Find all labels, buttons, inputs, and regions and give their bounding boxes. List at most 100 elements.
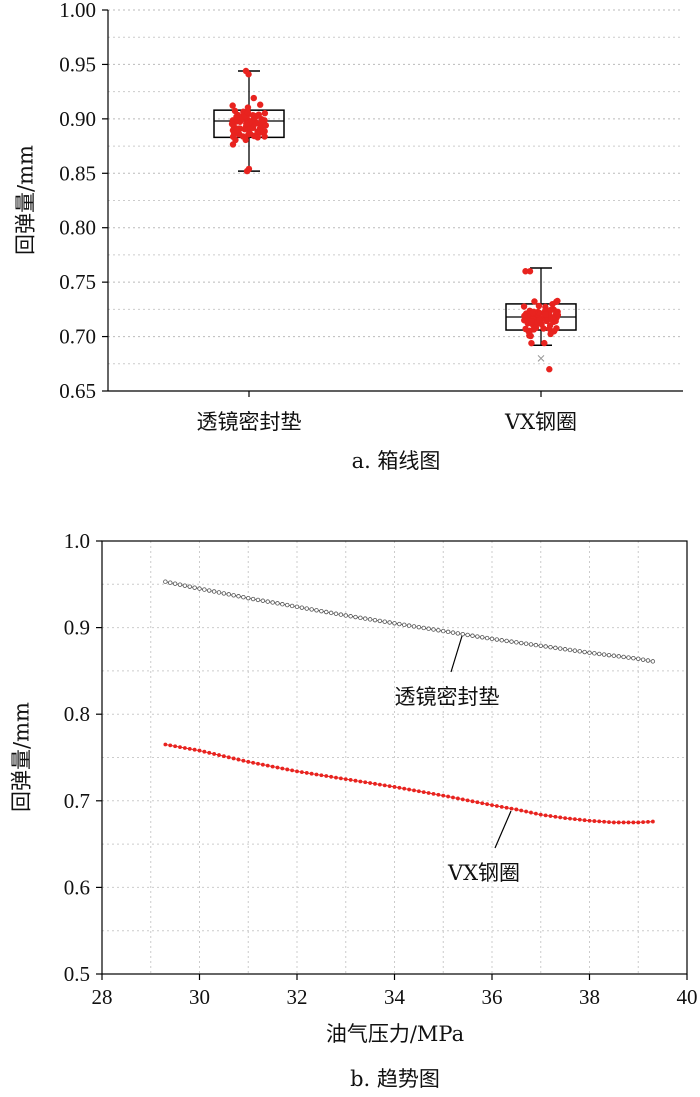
a-boxes [213, 67, 577, 373]
series-marker [217, 753, 221, 757]
series-marker [553, 814, 558, 819]
series-marker [207, 750, 212, 755]
series-marker [397, 621, 402, 627]
series-marker [285, 767, 290, 772]
series-marker [280, 602, 285, 607]
series-marker [431, 627, 436, 632]
series-marker [533, 811, 538, 816]
series-marker [241, 758, 246, 763]
a-y-tick-label: 0.75 [59, 270, 96, 294]
series-marker [451, 795, 455, 800]
series-marker [450, 630, 456, 635]
series-marker [543, 644, 548, 649]
series-marker [289, 603, 295, 609]
b-y-tick-label: 1.0 [64, 529, 90, 553]
a-y-tick-label: 0.65 [59, 379, 96, 403]
data-point [520, 303, 528, 310]
series-marker [328, 610, 334, 616]
series-marker [441, 628, 446, 634]
b-x-tick-label: 32 [287, 985, 308, 1009]
series-marker [319, 773, 324, 778]
data-point [531, 298, 538, 305]
a-y-tick-label: 0.85 [59, 161, 96, 185]
series-marker [246, 595, 251, 601]
series-marker [270, 600, 275, 605]
series-marker [221, 754, 226, 759]
series-marker [519, 808, 524, 813]
series-marker [373, 781, 377, 786]
series-marker [290, 768, 295, 773]
series-marker [597, 819, 602, 824]
series-marker [538, 812, 543, 817]
series-marker [421, 625, 426, 631]
b-y-tick-label: 0.6 [64, 875, 90, 899]
series-marker [460, 631, 465, 637]
series-marker [426, 791, 431, 795]
series-marker [392, 785, 397, 789]
series-marker [363, 780, 368, 785]
series-marker [246, 759, 251, 764]
series-marker [382, 783, 387, 788]
series-marker [645, 658, 651, 663]
series-marker [455, 631, 461, 636]
series-marker [392, 621, 397, 626]
series-marker [202, 749, 207, 754]
annotation-leader-vx-ring [494, 810, 512, 849]
b-x-ticks: 28 30 32 34 36 38 40 [92, 974, 698, 1009]
series-marker [636, 820, 641, 825]
data-point [232, 136, 239, 144]
series-marker [582, 649, 587, 655]
series-marker [192, 747, 197, 752]
data-point [254, 128, 261, 135]
series-marker [309, 607, 314, 612]
data-point [526, 332, 533, 339]
series-marker [611, 653, 617, 658]
b-x-tick-label: 40 [677, 985, 698, 1009]
series-marker [173, 744, 178, 749]
series-marker [280, 766, 285, 771]
series-marker [241, 595, 246, 600]
series-marker [187, 584, 192, 589]
series-marker [343, 613, 348, 618]
data-point [261, 128, 268, 135]
series-marker [309, 771, 314, 776]
series-marker [558, 815, 563, 820]
trend-plot-panel: 0.50.60.70.80.91.0 28 30 32 34 36 38 40 透镜密封垫 … [10, 529, 698, 1091]
series-marker [412, 788, 416, 793]
series-marker [216, 590, 222, 595]
a-category-labels: 透镜密封垫 VX钢圈 [197, 391, 577, 434]
series-marker [650, 819, 655, 824]
data-point [253, 119, 260, 127]
data-point [261, 133, 268, 140]
series-marker [480, 635, 485, 640]
series-marker [285, 602, 290, 608]
data-point [547, 330, 554, 338]
annotation-leader-lens-gasket [450, 635, 463, 673]
series-marker [602, 819, 607, 824]
series-marker [387, 784, 392, 789]
series-marker [631, 655, 636, 661]
data-point [522, 325, 529, 333]
series-marker [504, 805, 509, 810]
series-marker [333, 611, 339, 616]
data-point [257, 101, 264, 108]
series-marker [567, 647, 573, 653]
a-y-axis-title: 回弹量/mm [14, 145, 38, 255]
b-series [163, 579, 656, 825]
series-marker [304, 606, 309, 611]
series-marker [411, 624, 417, 629]
data-point [245, 71, 252, 78]
b-gridlines [102, 541, 687, 974]
series-marker [607, 820, 611, 825]
series-marker [236, 594, 241, 599]
series-0 [163, 579, 656, 664]
series-marker [509, 639, 514, 644]
series-marker [563, 816, 568, 821]
series-marker [421, 790, 426, 795]
series-marker [260, 598, 266, 603]
series-marker [436, 792, 441, 797]
b-y-tick-label: 0.5 [64, 962, 90, 986]
b-x-tick-label: 34 [384, 985, 406, 1009]
series-marker [553, 645, 558, 651]
